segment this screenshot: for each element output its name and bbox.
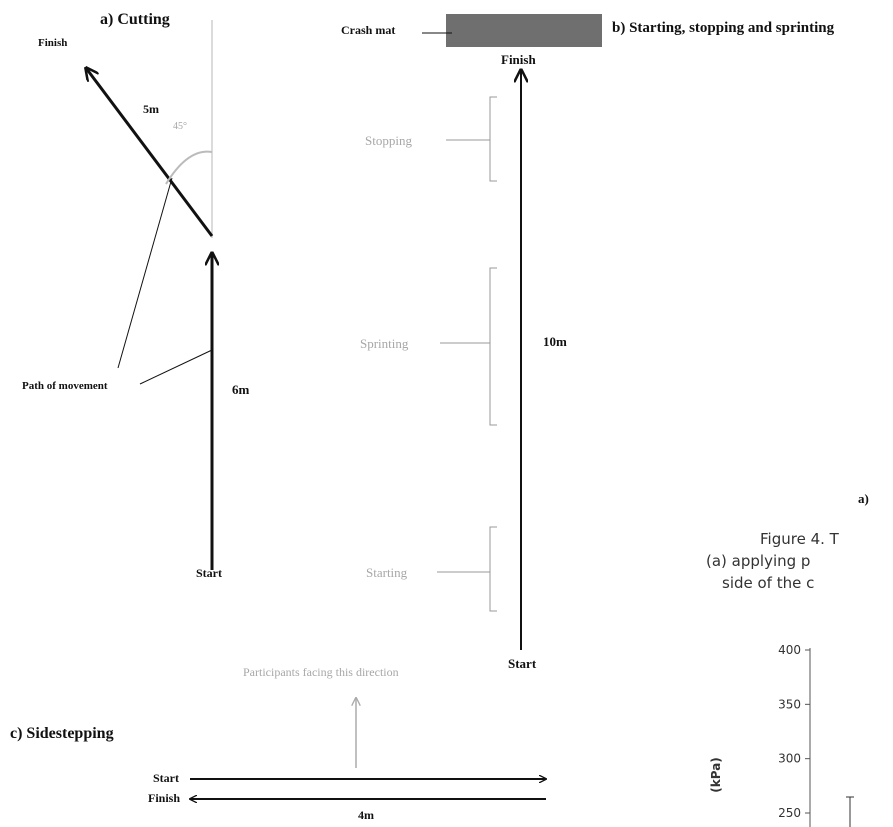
y-axis-label: (kPa) <box>709 757 723 793</box>
panel-a-title: a) Cutting <box>100 11 170 28</box>
stopping-label: Stopping <box>365 133 412 148</box>
pressure-chart: 400 350 300 250 (kPa) <box>709 643 854 827</box>
starting-bracket <box>489 526 497 612</box>
crash-mat <box>446 14 602 47</box>
crash-mat-label: Crash mat <box>341 23 396 37</box>
sprint-finish-label: Finish <box>501 52 536 67</box>
path-leader-lower <box>139 349 213 385</box>
sprint-10m-label: 10m <box>543 334 567 349</box>
angle-label: 45° <box>173 121 187 132</box>
angle-arc <box>165 150 213 185</box>
fragment-a-label: a) <box>858 491 869 506</box>
cutting-5m-label: 5m <box>143 102 159 116</box>
sprint-start-label: Start <box>508 656 537 671</box>
cutting-6m-label: 6m <box>232 382 250 397</box>
path-leader-upper <box>117 177 173 369</box>
y-tick-label: 350 <box>778 697 801 711</box>
caption-line-1: Figure 4. T <box>760 530 839 548</box>
sprinting-bracket <box>489 267 497 426</box>
caption-line-2: (a) applying p <box>706 552 811 570</box>
starting-label: Starting <box>366 565 408 580</box>
panel-c-title: c) Sidestepping <box>10 725 114 742</box>
cutting-diagonal-arrow <box>86 68 214 237</box>
error-bar <box>846 796 854 827</box>
caption-line-3: side of the c <box>722 574 815 592</box>
stopping-bracket <box>489 96 497 182</box>
panel-b-title: b) Starting, stopping and sprinting <box>612 20 835 36</box>
sidestep-start-label: Start <box>153 771 179 785</box>
y-tick-label: 300 <box>778 752 801 766</box>
facing-direction-label: Participants facing this direction <box>243 665 399 679</box>
y-tick-label: 250 <box>778 806 801 820</box>
sidestep-4m-label: 4m <box>358 808 374 822</box>
cutting-finish-label: Finish <box>38 37 68 49</box>
y-tick-label: 400 <box>778 643 801 657</box>
cutting-start-label: Start <box>196 566 222 580</box>
path-of-movement-label: Path of movement <box>22 380 108 392</box>
sidestep-finish-label: Finish <box>148 791 181 805</box>
sprinting-label: Sprinting <box>360 336 409 351</box>
